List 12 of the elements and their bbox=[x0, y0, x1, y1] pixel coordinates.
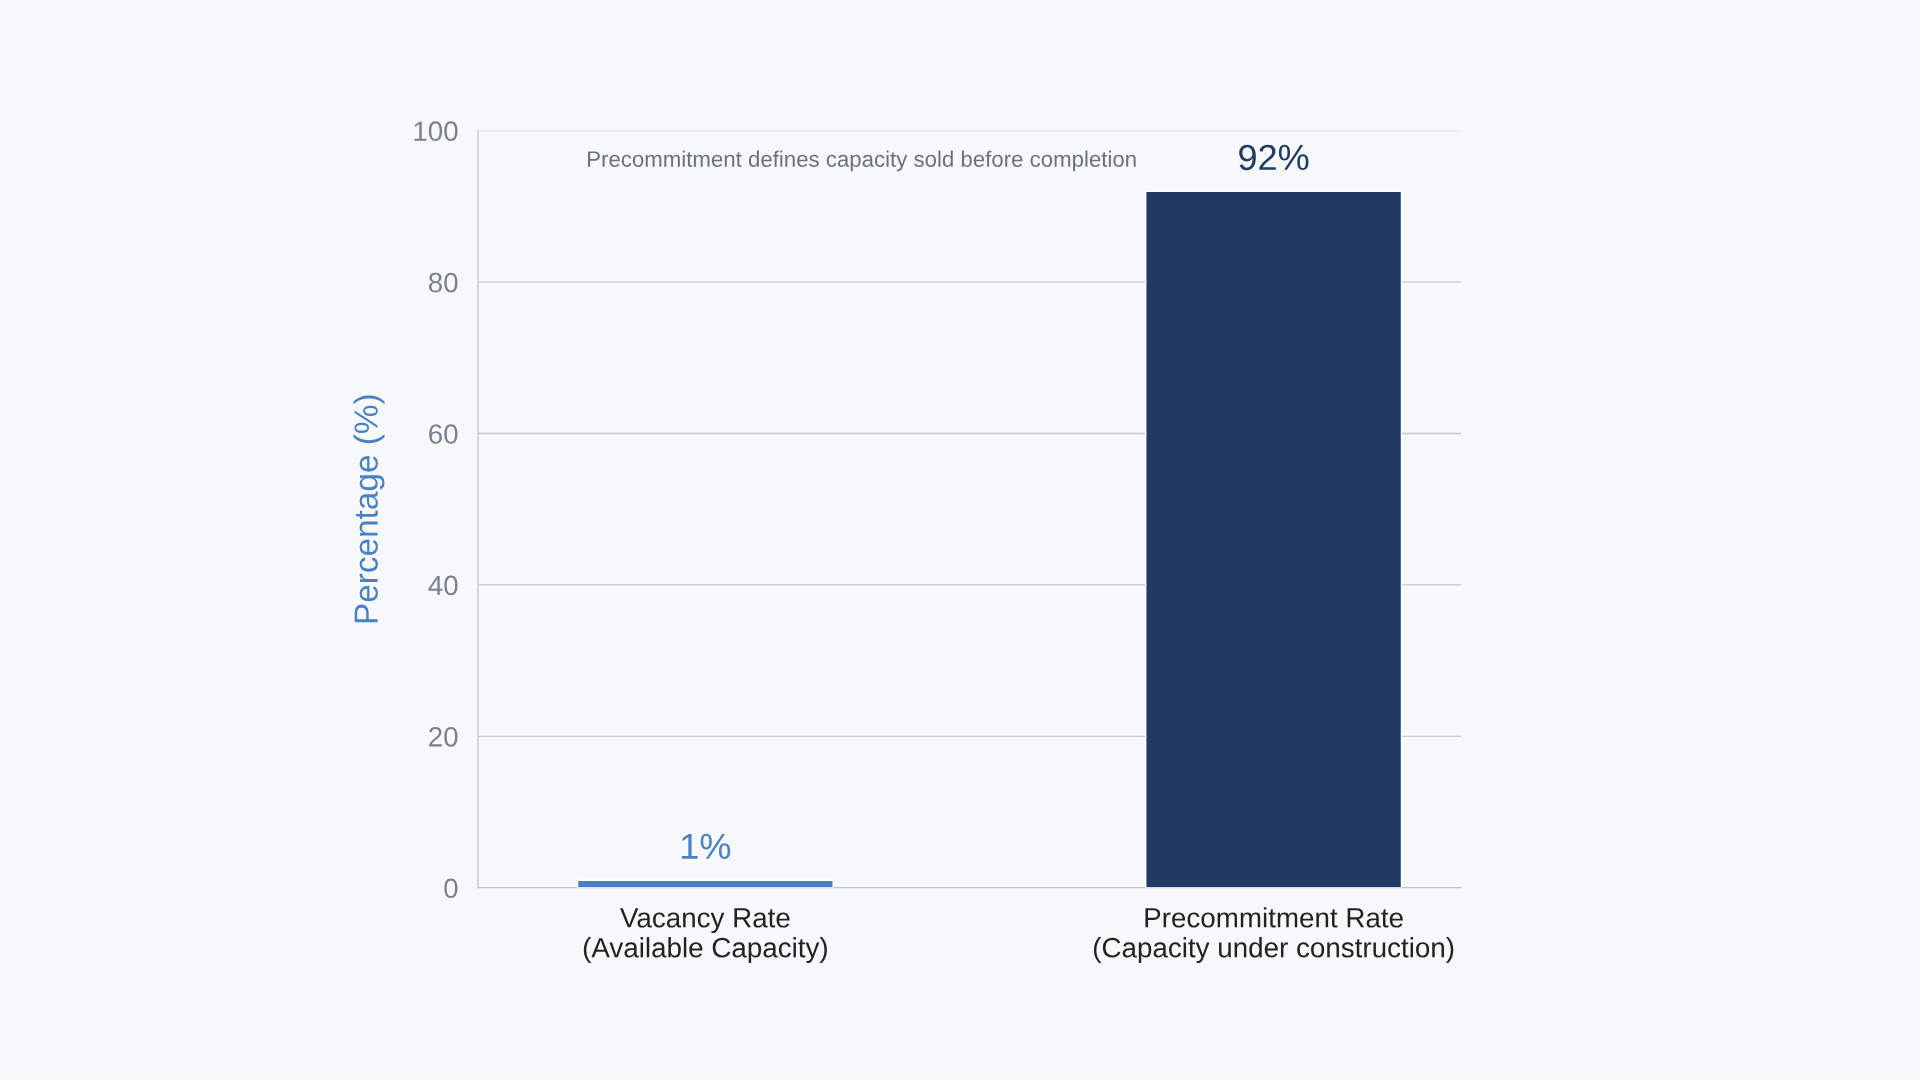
y-tick-label: 0 bbox=[444, 878, 458, 899]
y-tick-label: 100 bbox=[414, 121, 458, 142]
data-label: 92% bbox=[1239, 144, 1309, 171]
y-tick-label: 40 bbox=[428, 575, 458, 596]
y-tick-label: 20 bbox=[429, 727, 458, 747]
annotation: Precommitment defines capacity sold before completion bbox=[588, 150, 1136, 172]
x-tick-label: Precommitment Rate (Capacity under construction) bbox=[1093, 907, 1454, 964]
data-label: 1% bbox=[682, 833, 731, 860]
x-tick-label: Vacancy Rate (Available Capacity) bbox=[583, 908, 827, 964]
y-tick-label: 80 bbox=[428, 272, 458, 293]
y-axis-title: Percentage (%) bbox=[353, 395, 385, 623]
y-tick-label: 60 bbox=[429, 424, 458, 444]
